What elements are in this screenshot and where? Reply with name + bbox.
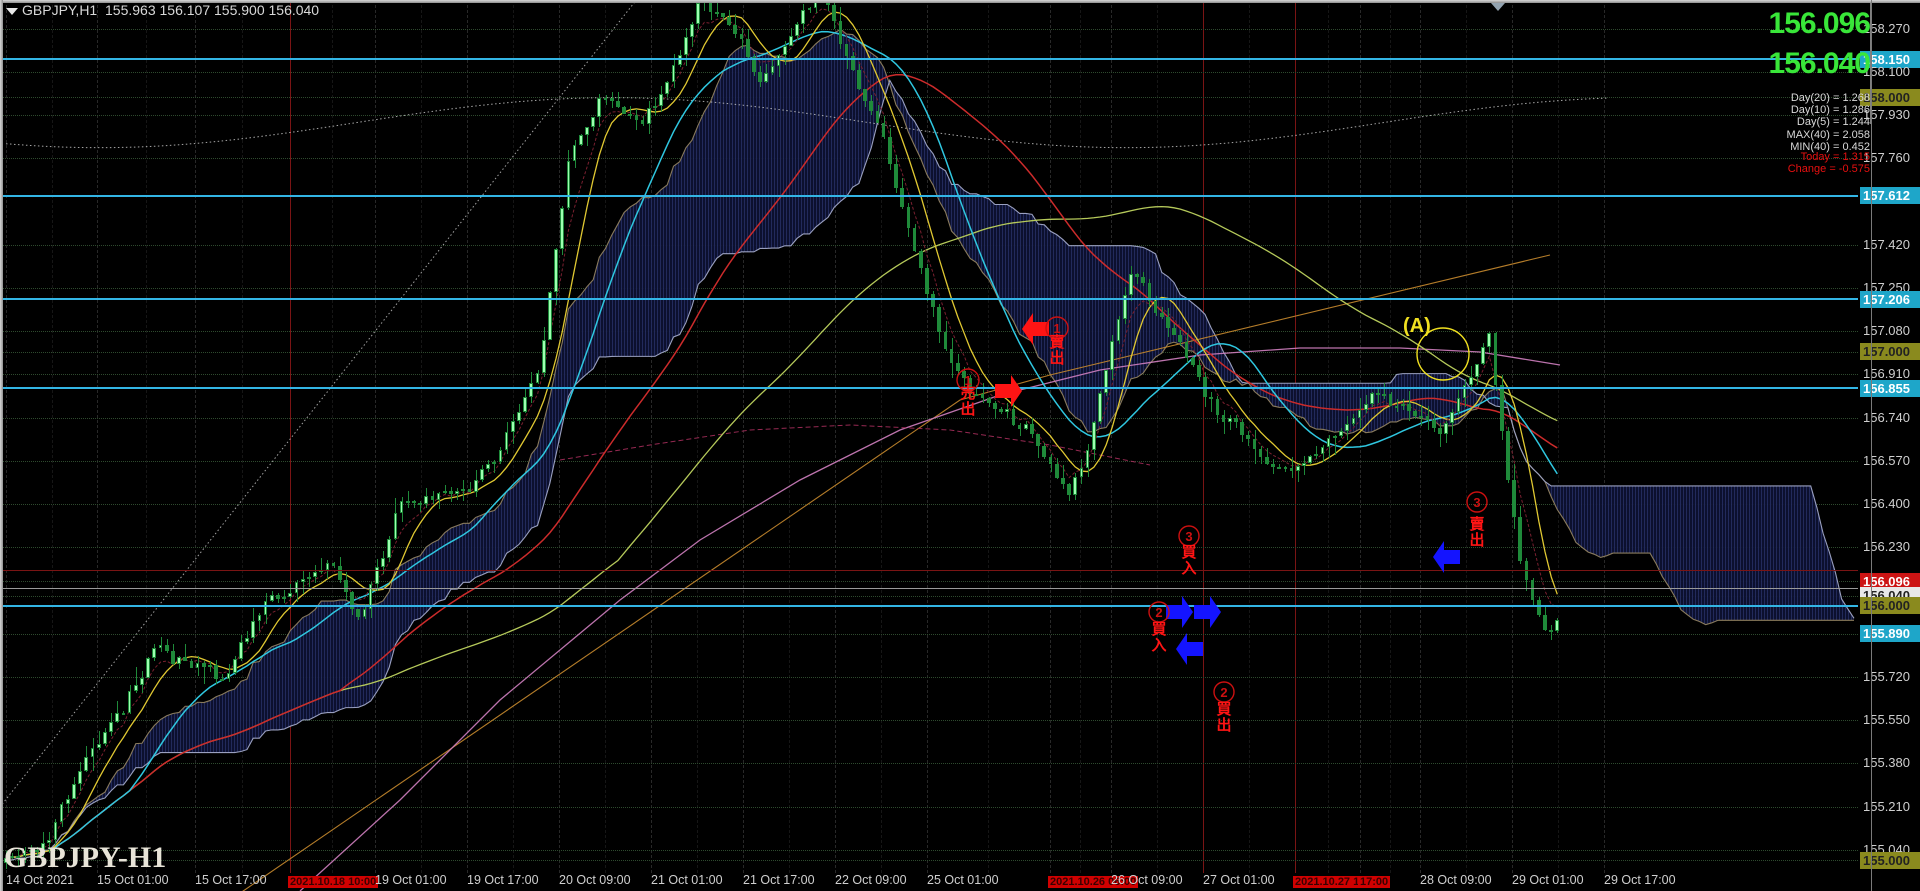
svg-text:3: 3 xyxy=(1185,529,1192,544)
svg-text:2: 2 xyxy=(1155,605,1162,620)
svg-text:2: 2 xyxy=(1220,685,1227,700)
svg-text:3: 3 xyxy=(1473,495,1480,510)
svg-text:(A): (A) xyxy=(1403,315,1431,337)
